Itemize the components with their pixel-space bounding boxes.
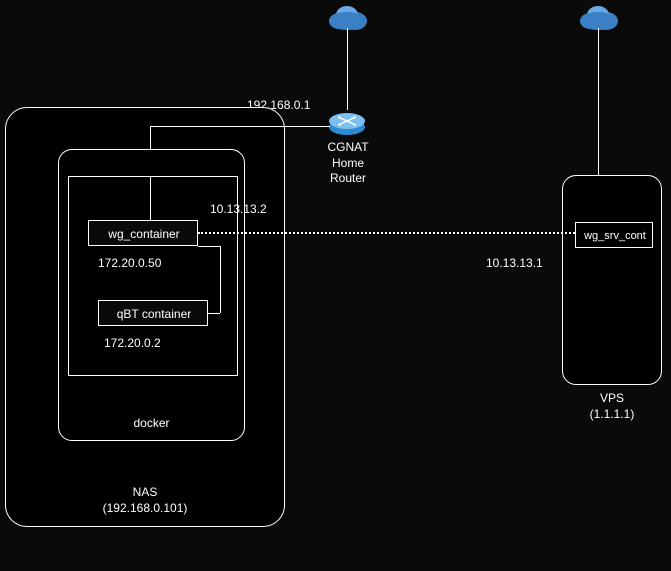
qbt-container-ip: 172.20.0.2 <box>104 336 161 352</box>
wg-container-box: wg_container <box>88 220 198 246</box>
wg-container-ip: 172.20.0.50 <box>98 256 161 272</box>
link-cloud-vps <box>598 28 599 176</box>
tunnel-server-label: 10.13.13.1 <box>486 256 543 272</box>
link-wg-qbt-v <box>220 246 221 313</box>
link-wg-up <box>150 176 151 220</box>
vps-box <box>562 175 662 385</box>
link-nas-router-seg1-v <box>150 126 151 150</box>
wg-tunnel-line <box>198 232 575 234</box>
tunnel-client-label: 10.13.13.2 <box>210 202 267 218</box>
link-cloud-router <box>347 28 348 110</box>
link-wg-qbt-h1 <box>198 246 220 247</box>
link-wg-qbt-h2 <box>208 313 220 314</box>
link-nas-router-seg1 <box>150 126 330 127</box>
nas-title: NAS (192.168.0.101) <box>5 485 285 516</box>
wg-srv-cont-box: wg_srv_cont <box>575 222 653 248</box>
docker-title: docker <box>58 416 245 432</box>
router-icon <box>328 109 366 137</box>
wg-container-label: wg_container <box>89 227 199 243</box>
wg-srv-cont-label: wg_srv_cont <box>576 229 654 243</box>
vps-title: VPS (1.1.1.1) <box>562 391 662 422</box>
qbt-container-box: qBT container <box>98 300 208 326</box>
router-title: CGNAT Home Router <box>326 140 370 187</box>
qbt-container-label: qBT container <box>99 307 209 323</box>
